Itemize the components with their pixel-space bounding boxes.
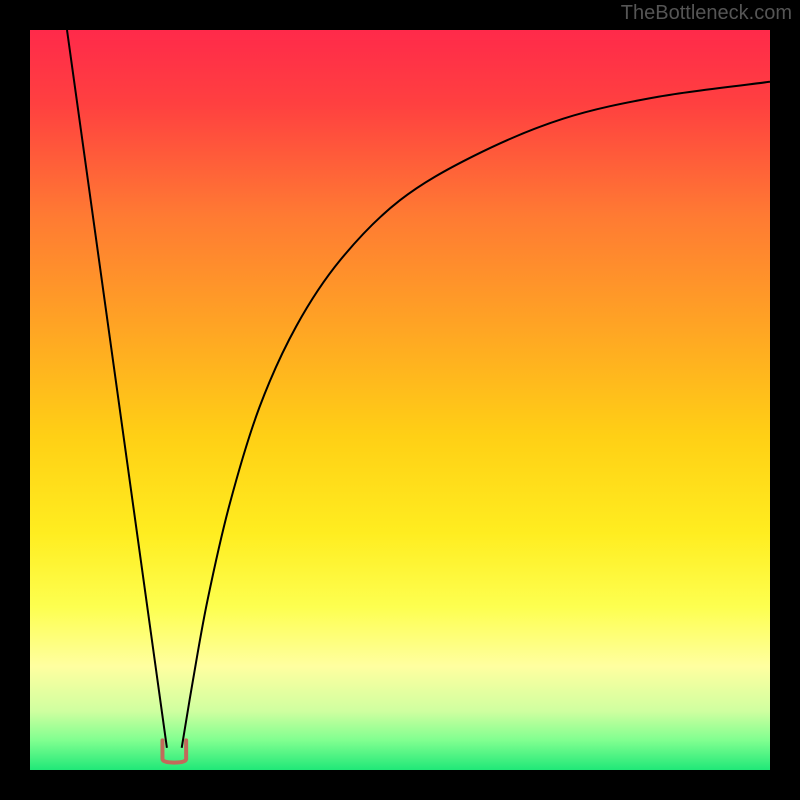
bottleneck-chart	[30, 30, 770, 770]
gradient-background	[30, 30, 770, 770]
watermark-text: TheBottleneck.com	[621, 2, 792, 25]
